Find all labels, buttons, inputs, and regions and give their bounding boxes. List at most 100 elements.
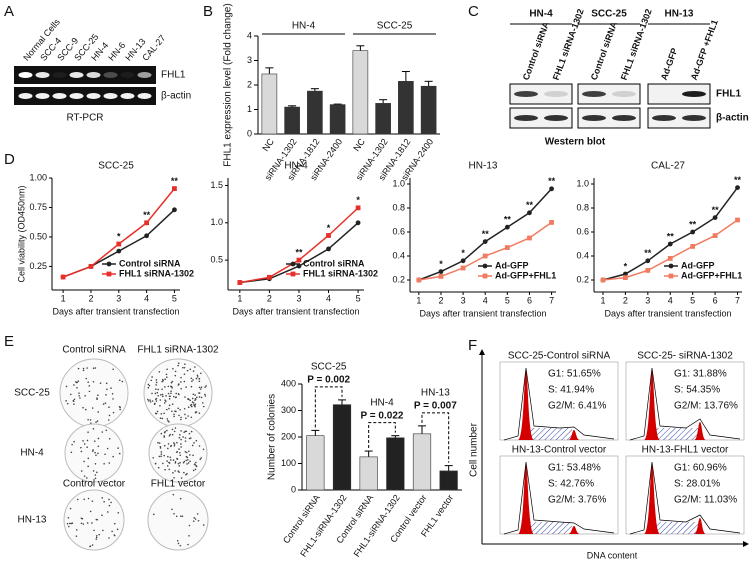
colony [205, 385, 207, 387]
colony [176, 539, 179, 542]
colony [195, 377, 198, 380]
colony [65, 400, 67, 402]
colony [188, 450, 190, 453]
bar [261, 73, 278, 135]
bar [412, 433, 432, 491]
colony [198, 392, 200, 394]
colony [177, 462, 180, 465]
colony [80, 522, 83, 525]
colony [68, 522, 71, 525]
flow-stat: G1: 60.96% [674, 463, 727, 474]
significance: ** [644, 248, 652, 258]
colony [180, 387, 182, 390]
band [137, 72, 152, 78]
significance: * [327, 223, 331, 233]
colony [161, 388, 163, 391]
colony [84, 395, 86, 397]
colony [161, 417, 164, 420]
significance: * [461, 248, 465, 258]
colony [180, 376, 182, 379]
colony [108, 498, 110, 501]
point [527, 235, 532, 241]
y-tick-label: 0.75 [29, 202, 47, 212]
flow-x-label: DNA content [587, 550, 638, 560]
group-label: HN-4 [370, 397, 394, 408]
colony [70, 451, 73, 454]
colony [179, 434, 181, 436]
colony [83, 498, 85, 501]
colony [111, 393, 114, 395]
colony [82, 369, 85, 372]
y-tick-label: 300 [281, 405, 296, 415]
colony [91, 522, 93, 524]
band [69, 93, 84, 99]
group-label: SCC-25 [591, 9, 627, 20]
flow-g1-peak [644, 464, 660, 534]
colony [95, 454, 97, 456]
point [416, 277, 422, 283]
colony [95, 421, 97, 423]
significance: ** [504, 215, 512, 225]
group-label: SCC-25 [377, 21, 413, 32]
legend-label: Control siRNA [119, 258, 181, 268]
colony [194, 394, 196, 396]
colony [149, 401, 152, 403]
y-tick-label: 4 [247, 30, 252, 40]
chart-title: HN-13 [469, 161, 498, 172]
significance: * [624, 261, 628, 271]
colony [86, 522, 89, 524]
colony [177, 364, 179, 367]
x-tick-label: 5 [505, 295, 510, 305]
legend-label: FHL1 siRNA-1302 [303, 268, 378, 278]
colony [155, 379, 158, 381]
colony [169, 456, 172, 459]
legend-label: Ad-GFP+FHL1 [495, 270, 556, 280]
y-tick-label: 3 [247, 55, 252, 65]
colony [189, 368, 192, 371]
comparison-bracket [314, 386, 343, 428]
y-axis-label: Cell viability (OD450nm) [16, 185, 26, 282]
colony [192, 370, 195, 372]
colony [190, 430, 193, 433]
x-tick-label: 7 [549, 295, 554, 305]
band [86, 93, 101, 99]
colony [164, 468, 166, 471]
colony [111, 530, 113, 533]
blot [577, 107, 641, 129]
colony [185, 451, 188, 454]
x-tick-label: 7 [735, 295, 740, 305]
row-label: HN-13 [18, 515, 47, 526]
colony [164, 399, 166, 401]
colony [75, 381, 77, 383]
colony [160, 432, 163, 435]
x-tick-label: 4 [483, 295, 488, 305]
colony [187, 415, 189, 417]
lane-label: Control siRNA [521, 20, 552, 82]
colony [87, 381, 89, 383]
point [296, 257, 302, 263]
colony [159, 404, 161, 407]
colony [189, 460, 191, 463]
colony [97, 445, 100, 448]
colony [193, 442, 195, 444]
colony [180, 446, 182, 448]
legend-label: FHL1 siRNA-1302 [119, 268, 194, 278]
colony [174, 462, 177, 464]
flow-stat: G1: 31.88% [674, 369, 727, 380]
flow-stat: G2/M: 11.03% [674, 495, 737, 506]
band [18, 72, 33, 78]
colony [202, 405, 205, 408]
colony [192, 469, 195, 472]
colony [179, 408, 181, 411]
blot-caption: Western blot [545, 137, 606, 148]
colony [73, 398, 76, 401]
bar [359, 456, 378, 491]
colony [171, 410, 173, 413]
colony [184, 440, 187, 442]
y-tick-label: 0 [247, 128, 252, 138]
colony [159, 399, 162, 401]
colony [178, 414, 180, 417]
colony [184, 396, 186, 398]
colony [147, 383, 150, 386]
flow-outline [629, 367, 741, 441]
